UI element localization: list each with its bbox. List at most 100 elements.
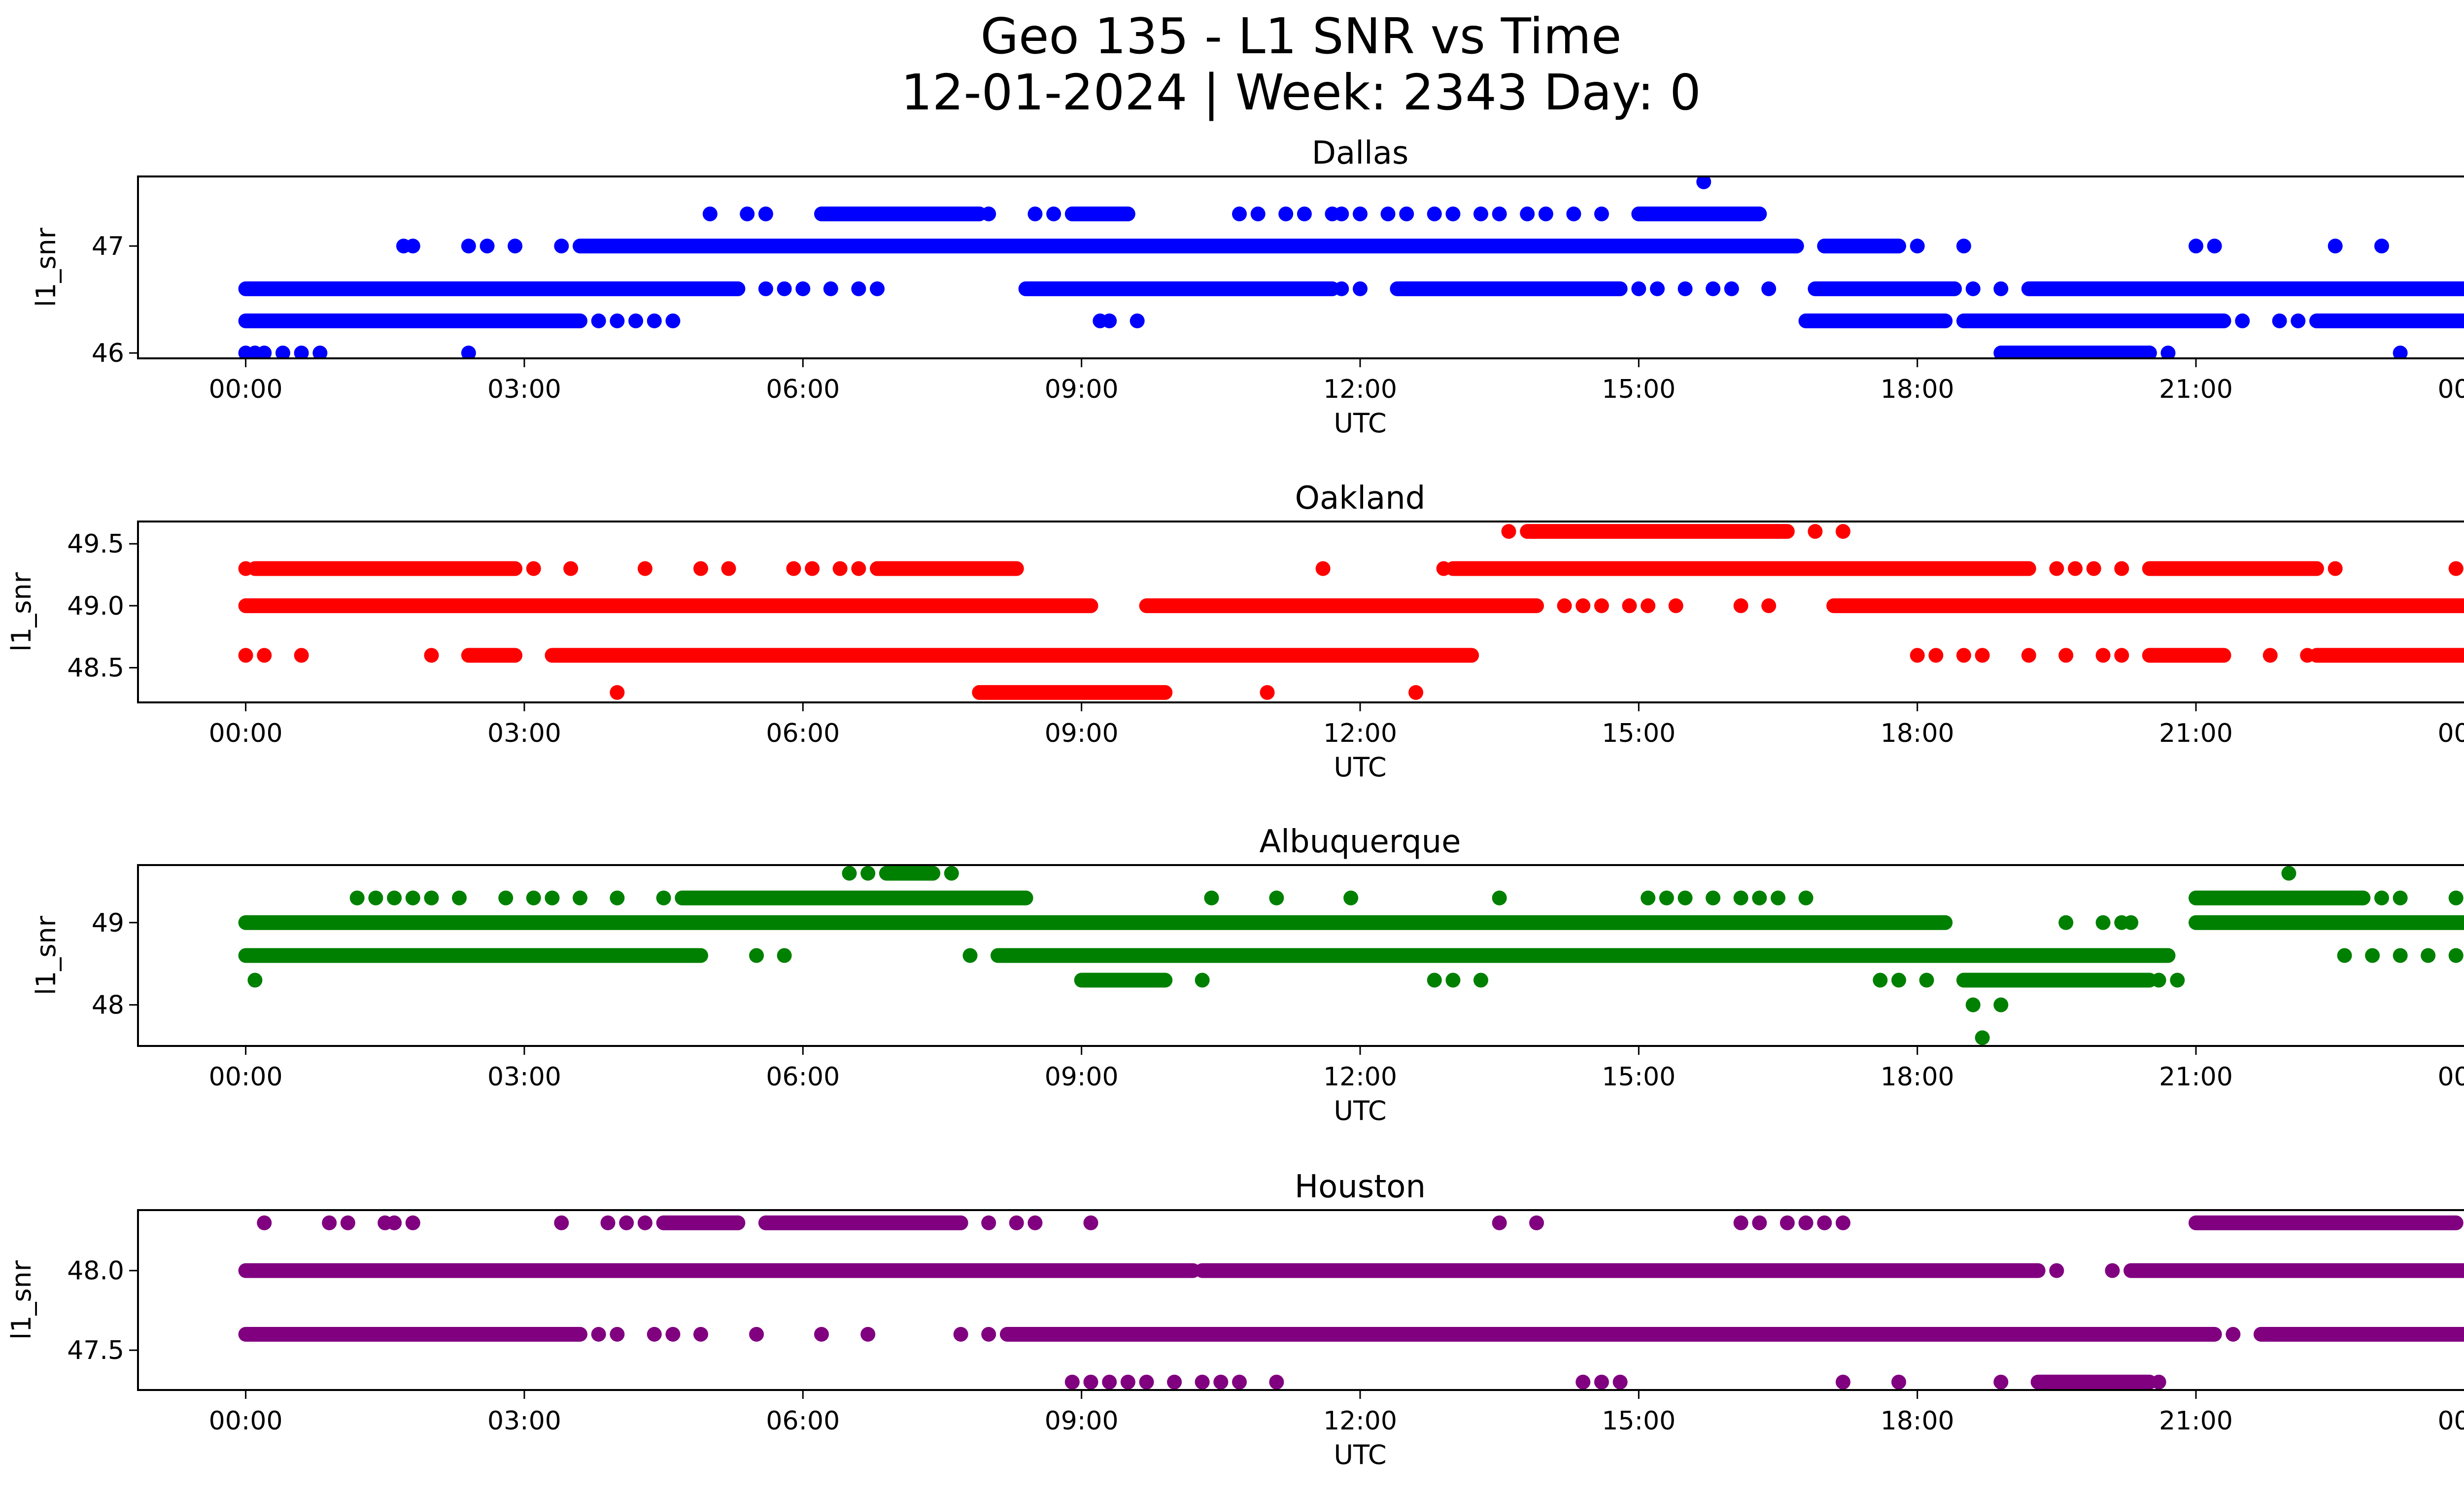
data-point — [1761, 281, 1777, 296]
data-point — [2300, 648, 2315, 663]
scatter-series — [238, 866, 2464, 1045]
data-point — [870, 281, 885, 296]
data-point — [860, 866, 876, 881]
data-point — [1380, 206, 1396, 221]
data-point — [554, 239, 569, 254]
data-point — [758, 206, 773, 221]
data-point — [2291, 313, 2306, 329]
data-point — [2021, 648, 2036, 663]
data-point — [1027, 206, 1043, 221]
x-tick-label: 18:00 — [1881, 1406, 1954, 1436]
data-point — [340, 1215, 355, 1230]
data-point — [405, 239, 420, 254]
data-point — [647, 313, 662, 329]
x-tick-label: 06:00 — [766, 375, 840, 404]
data-point — [405, 890, 420, 905]
data-point — [2393, 948, 2408, 963]
data-point-run — [2021, 281, 2464, 296]
data-point — [424, 648, 439, 663]
data-point-run — [1798, 313, 1953, 329]
x-tick-label: 09:00 — [1045, 375, 1119, 404]
data-point — [591, 1326, 606, 1342]
data-point — [1278, 206, 1294, 221]
data-point-run — [879, 866, 941, 881]
data-point — [1492, 890, 1507, 905]
data-point — [619, 1215, 634, 1230]
data-point — [1102, 1374, 1117, 1390]
x-tick-label: 21:00 — [2159, 1062, 2233, 1092]
data-point-run — [2309, 648, 2464, 663]
y-tick-label: 49.5 — [67, 529, 124, 559]
data-point — [554, 1215, 569, 1230]
subplot-title: Houston — [1295, 1169, 1426, 1205]
data-point — [1659, 890, 1674, 905]
data-point — [1492, 1215, 1507, 1230]
scatter-series — [238, 1215, 2464, 1390]
x-tick-label: 00:00 — [2437, 1062, 2464, 1092]
data-point — [2086, 561, 2101, 576]
data-point — [2160, 346, 2176, 358]
data-point — [1993, 997, 2009, 1012]
data-point — [2421, 948, 2436, 963]
data-point-run — [1018, 281, 1340, 296]
data-point — [842, 866, 857, 881]
data-point — [1269, 1374, 1284, 1390]
x-tick-label: 21:00 — [2159, 1406, 2233, 1436]
data-point — [1353, 281, 1368, 296]
data-point — [693, 1326, 709, 1342]
data-point — [2374, 239, 2389, 254]
subplot-title: Oakland — [1295, 480, 1426, 517]
data-point — [2170, 973, 2185, 988]
data-point — [1232, 1374, 1247, 1390]
data-point — [508, 239, 523, 254]
data-point-run — [2123, 1263, 2464, 1278]
data-point — [647, 1326, 662, 1342]
data-point — [814, 1326, 829, 1342]
x-tick-label: 03:00 — [487, 1062, 561, 1092]
data-point — [1771, 890, 1786, 905]
data-point — [2114, 561, 2129, 576]
data-point-run — [247, 561, 523, 576]
data-point — [2049, 1263, 2064, 1278]
data-point — [294, 346, 309, 358]
x-tick-label: 15:00 — [1602, 1406, 1676, 1436]
data-point-run — [1993, 346, 2157, 358]
data-point — [1269, 890, 1284, 905]
data-point-run — [1817, 239, 1907, 254]
data-point — [832, 561, 848, 576]
data-point-run — [2189, 890, 2371, 905]
scatter-series — [238, 524, 2464, 700]
x-tick-label: 18:00 — [1881, 719, 1954, 748]
data-point — [758, 281, 773, 296]
data-point-run — [2309, 313, 2464, 329]
data-point — [2393, 890, 2408, 905]
data-point-run — [238, 598, 1098, 613]
data-point — [1427, 973, 1442, 988]
data-point — [1733, 598, 1748, 613]
y-tick-label: 49.0 — [67, 591, 124, 621]
data-point — [1260, 685, 1275, 700]
data-point — [387, 1215, 402, 1230]
data-point — [498, 890, 513, 905]
data-point — [1520, 206, 1535, 221]
data-point — [1965, 281, 1981, 296]
data-point — [1798, 890, 1814, 905]
data-point — [962, 948, 978, 963]
data-point — [1641, 890, 1656, 905]
data-point — [405, 1215, 420, 1230]
data-point — [693, 561, 709, 576]
x-axis-label: UTC — [1334, 1095, 1386, 1126]
subplot-houston: Houston 00:00 03:00 06:00 09:00 12:00 15:00 18:… — [6, 1169, 2464, 1470]
data-point — [805, 561, 820, 576]
y-tick-label: 48.0 — [67, 1256, 124, 1286]
x-tick-label: 06:00 — [766, 719, 840, 748]
data-point — [1677, 890, 1693, 905]
subplot-albuquerque: Albuquerque 00:00 03:00 06:00 09:00 12:00 15:0… — [31, 824, 2464, 1126]
data-point — [1046, 206, 1061, 221]
data-point — [1575, 598, 1591, 613]
data-point-run — [545, 648, 1479, 663]
data-point-run — [1195, 1263, 2046, 1278]
data-point — [981, 1215, 996, 1230]
data-point — [2151, 973, 2166, 988]
